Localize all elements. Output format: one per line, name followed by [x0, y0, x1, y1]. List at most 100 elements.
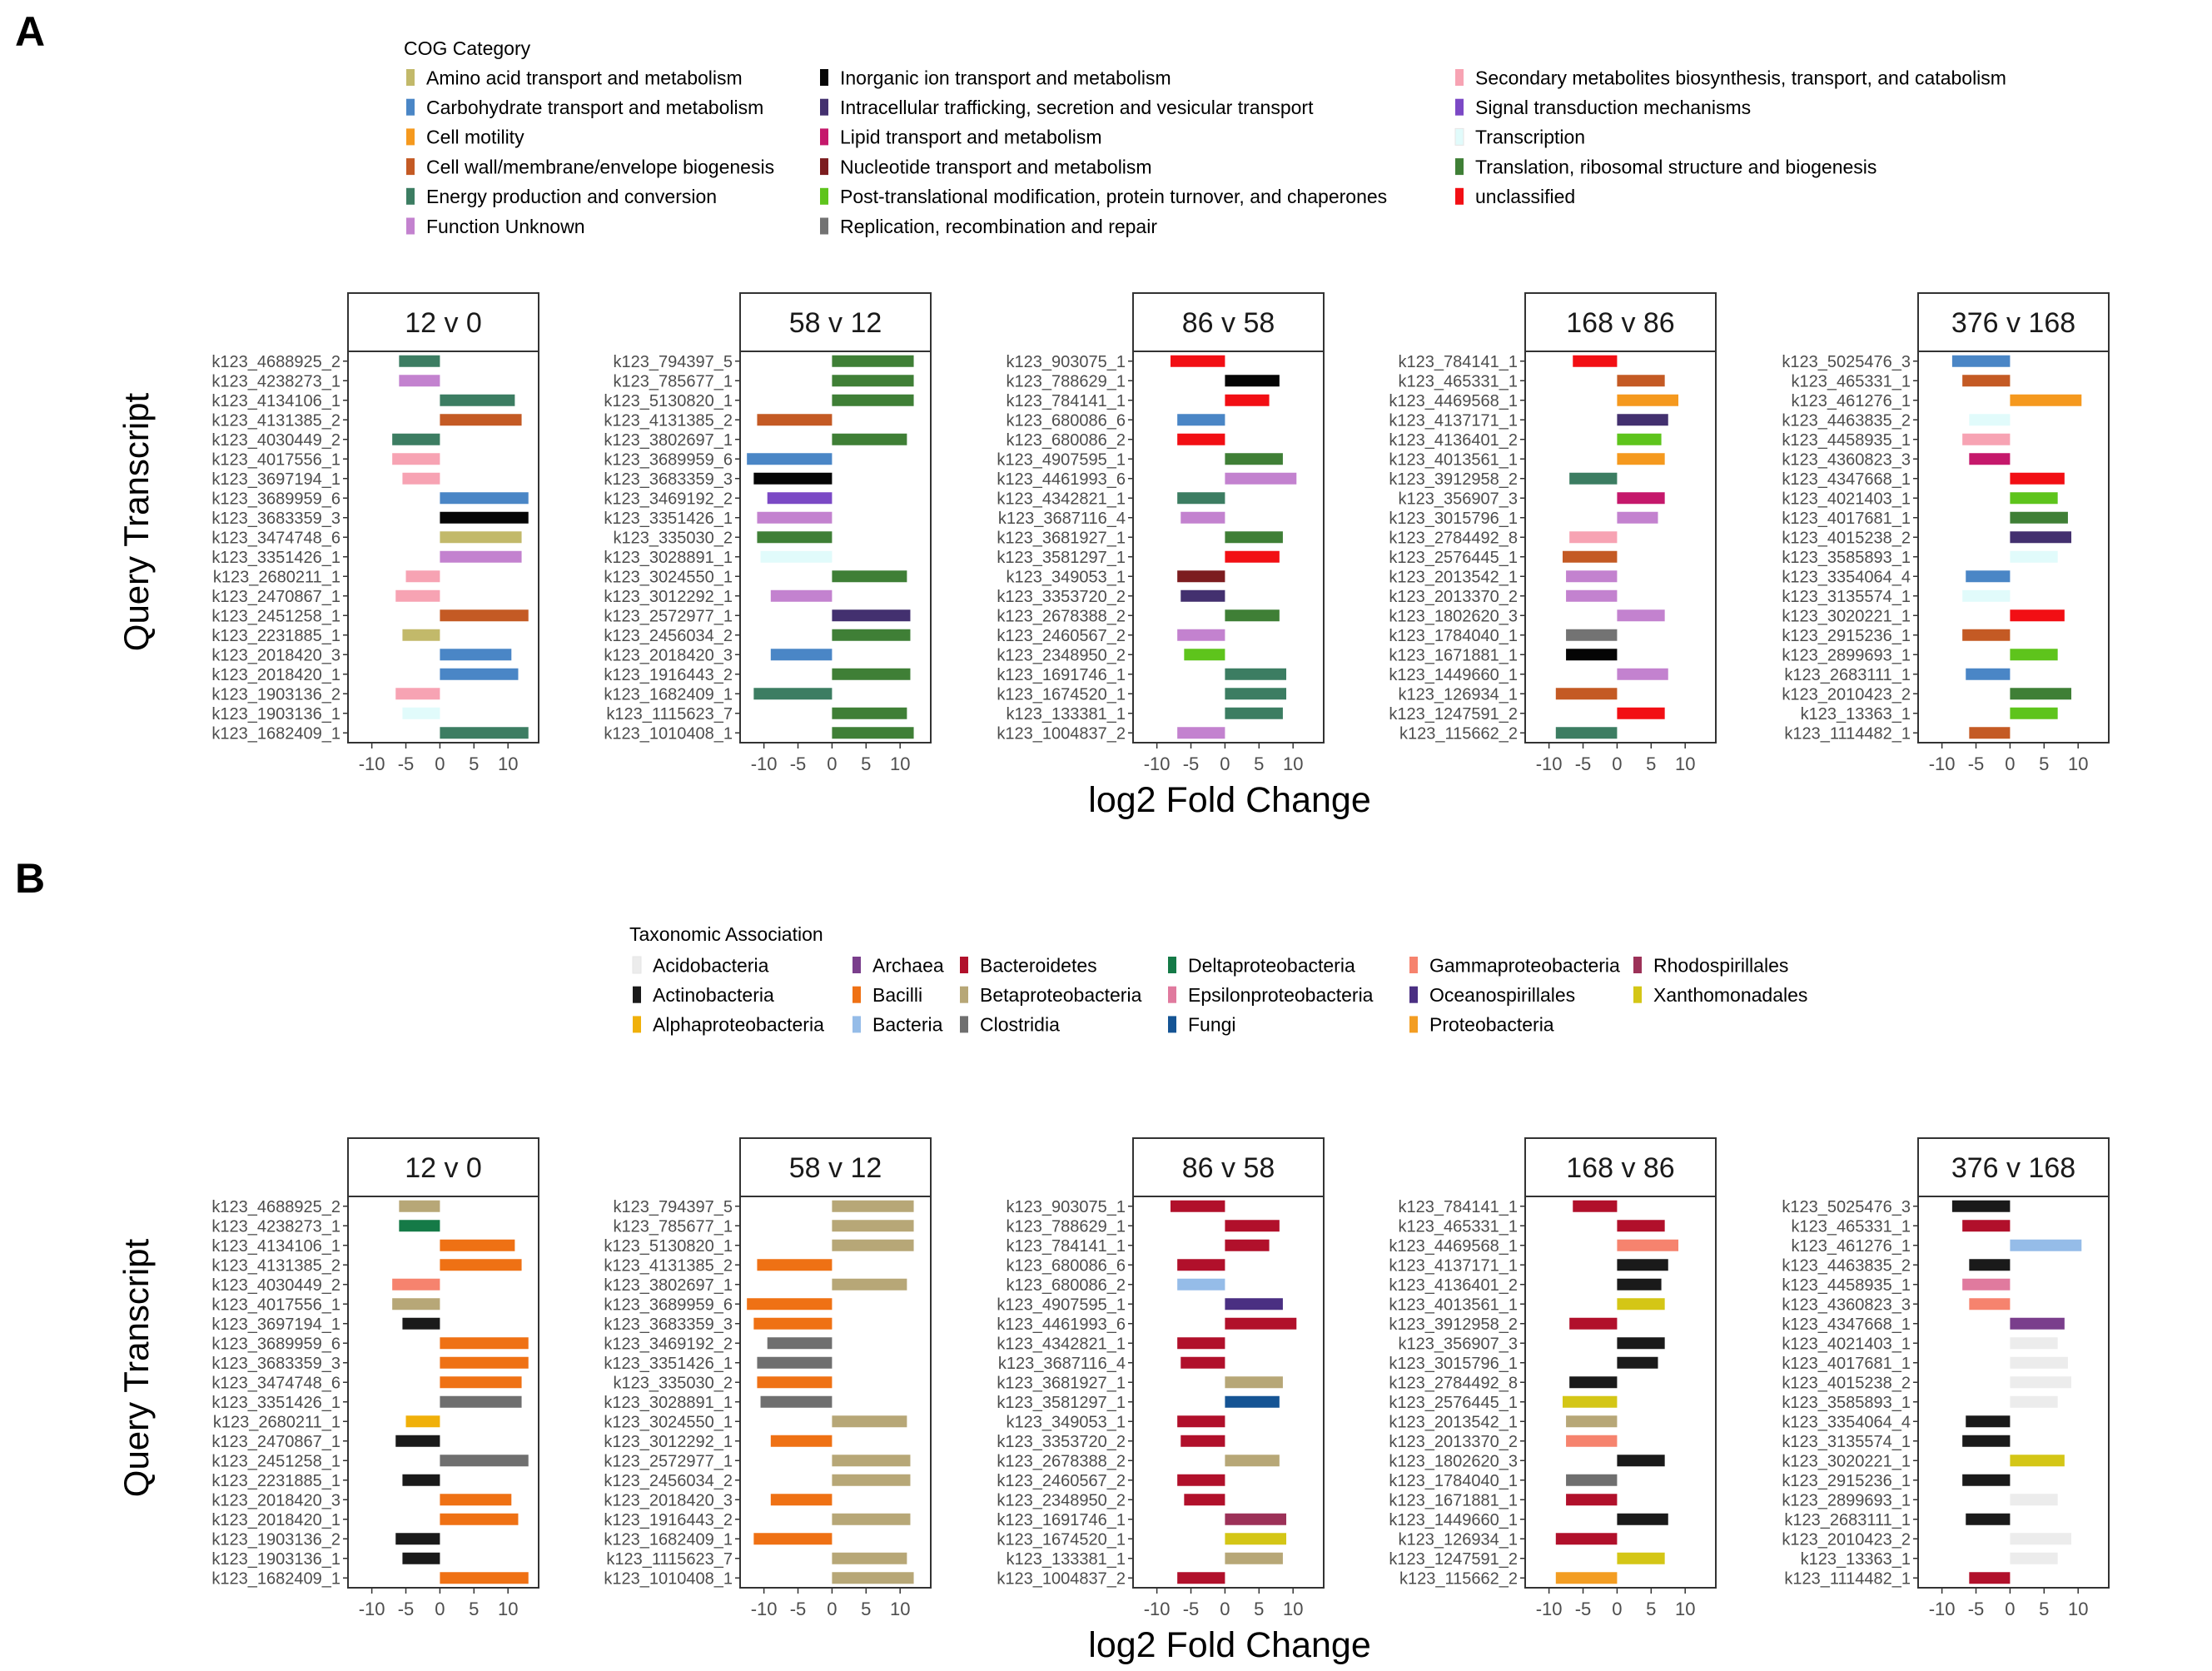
legend-item: Transcription — [1454, 127, 1585, 148]
bar — [1181, 1435, 1225, 1447]
legend-item: Replication, recombination and repair — [820, 216, 1157, 237]
bar — [1566, 649, 1618, 661]
y-tick-label: k123_4688925_2 — [211, 1198, 340, 1216]
y-tick-label: k123_1671881_1 — [1389, 646, 1518, 664]
y-tick-label: k123_784141_1 — [1399, 353, 1518, 371]
facet-plot-area — [739, 1196, 932, 1589]
y-tick-label: k123_5130820_1 — [604, 392, 733, 410]
y-tick-label: k123_784141_1 — [1399, 1198, 1518, 1216]
bar — [402, 707, 440, 719]
bar — [2010, 1239, 2082, 1251]
x-tick-label: -10 — [751, 1599, 778, 1619]
legend-swatch — [820, 98, 828, 116]
bar — [392, 433, 440, 445]
y-tick-label: k123_3474748_6 — [211, 1374, 340, 1392]
bar — [1555, 1572, 1618, 1584]
y-tick-label: k123_3469192_2 — [604, 490, 733, 508]
y-tick-label: k123_2013370_2 — [1389, 588, 1518, 606]
y-tick-label: k123_2680211_1 — [213, 568, 340, 586]
facet-strip — [1524, 292, 1717, 352]
bar — [405, 1415, 440, 1428]
bar — [1170, 1200, 1225, 1212]
bar — [1225, 550, 1280, 563]
y-tick-label: k123_1784040_1 — [1389, 1472, 1518, 1490]
legend-label: Lipid transport and metabolism — [840, 127, 1102, 148]
y-tick-label: k123_2572977_1 — [604, 1452, 733, 1470]
bar — [832, 1239, 914, 1251]
bar — [440, 394, 515, 406]
bar — [753, 688, 833, 700]
y-tick-label: k123_2680211_1 — [213, 1413, 340, 1431]
x-tick-label: 5 — [861, 1599, 871, 1619]
bar — [1225, 453, 1283, 465]
y-tick-label: k123_1114482_1 — [1784, 724, 1911, 743]
bar — [760, 1395, 833, 1408]
y-tick-label: k123_2018420_1 — [211, 1511, 340, 1529]
bar — [2010, 1356, 2068, 1369]
y-tick-label: k123_2231885_1 — [211, 627, 340, 645]
facet-plot-area — [1524, 1196, 1717, 1589]
bar — [399, 1200, 440, 1212]
legend-label: Transcription — [1475, 127, 1585, 148]
y-tick-label: k123_2013370_2 — [1389, 1433, 1518, 1451]
bar — [1177, 1474, 1225, 1486]
bar — [1617, 1259, 1668, 1271]
bar — [2010, 1552, 2058, 1564]
legend-swatch — [820, 69, 828, 86]
y-tick-label: k123_3585893_1 — [1782, 1394, 1911, 1412]
bar — [1617, 453, 1665, 465]
bar — [440, 511, 529, 524]
y-tick-label: k123_3802697_1 — [604, 1276, 733, 1295]
y-tick-label: k123_2572977_1 — [604, 607, 733, 625]
y-tick-label: k123_2678388_2 — [997, 607, 1126, 625]
bar — [440, 668, 519, 680]
y-tick-label: k123_1691746_1 — [997, 666, 1126, 684]
bar — [1177, 629, 1225, 641]
y-tick-label: k123_1903136_2 — [211, 685, 340, 704]
y-tick-label: k123_3581297_1 — [997, 1394, 1126, 1412]
bar — [1177, 1337, 1225, 1350]
legend-label: Cell motility — [426, 127, 524, 148]
y-tick-label: k123_3581297_1 — [997, 549, 1126, 567]
y-tick-label: k123_2784492_8 — [1389, 529, 1518, 547]
bar — [770, 649, 833, 661]
bar — [1569, 1317, 1618, 1330]
bar — [440, 1455, 529, 1467]
bar — [1225, 1298, 1283, 1310]
x-tick-label: 10 — [498, 753, 518, 774]
legend-swatch — [406, 98, 415, 116]
y-tick-label: k123_4238273_1 — [211, 1217, 340, 1236]
y-tick-label: k123_4015238_2 — [1782, 529, 1911, 547]
bar — [1617, 1337, 1665, 1350]
bar — [440, 1572, 529, 1584]
x-tick-label: 10 — [1283, 1599, 1303, 1619]
y-tick-label: k123_4131385_2 — [211, 411, 340, 430]
facet-strip — [1132, 292, 1325, 352]
y-tick-label: k123_4458935_1 — [1782, 1276, 1911, 1295]
bar — [402, 1552, 440, 1564]
legend-item: Betaproteobacteria — [960, 984, 1142, 1006]
bar — [1562, 1395, 1618, 1408]
legend-item: Cell motility — [406, 127, 524, 148]
x-tick-label: 0 — [435, 1599, 445, 1619]
legend-swatch — [1409, 986, 1418, 1003]
y-tick-label: k123_2899693_1 — [1782, 646, 1911, 664]
legend-item: Archaea — [852, 954, 944, 976]
y-tick-label: k123_3697194_1 — [211, 470, 340, 489]
legend-item: Post-translational modification, protein… — [820, 186, 1387, 207]
y-tick-label: k123_3020221_1 — [1782, 1452, 1911, 1470]
bar — [1573, 1200, 1618, 1212]
x-tick-label: 5 — [1254, 753, 1264, 774]
bar — [832, 1220, 914, 1232]
bar — [1177, 1415, 1225, 1428]
y-tick-label: k123_4015238_2 — [1782, 1374, 1911, 1392]
legend-label: Clostridia — [980, 1014, 1060, 1036]
bar — [440, 1513, 519, 1525]
legend-item: Lipid transport and metabolism — [820, 127, 1102, 148]
legend-swatch — [852, 1016, 861, 1033]
bar — [1617, 1455, 1665, 1467]
y-tick-label: k123_784141_1 — [1007, 392, 1126, 410]
x-tick-label: 10 — [1675, 1599, 1695, 1619]
legend-item: Bacteria — [852, 1014, 943, 1036]
bar — [1962, 433, 2011, 445]
